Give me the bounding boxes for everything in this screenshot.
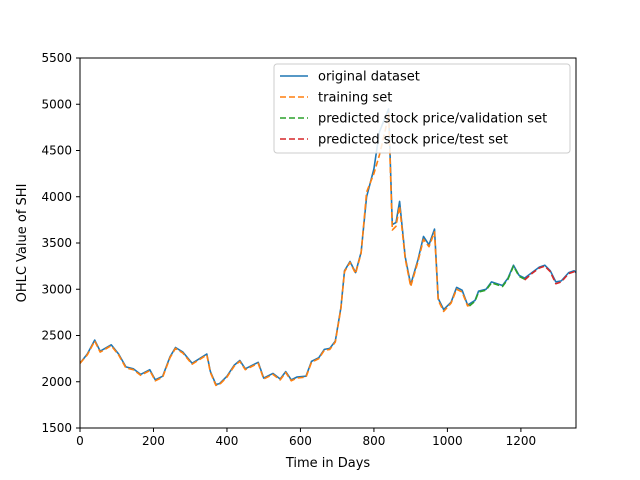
y-axis-label: OHLC Value of SHI	[15, 184, 30, 303]
y-tick-label: 5500	[41, 51, 72, 65]
x-tick-label: 800	[362, 434, 385, 448]
x-tick-label: 200	[142, 434, 165, 448]
y-tick-label: 3000	[41, 282, 72, 296]
x-tick-label: 1200	[506, 434, 537, 448]
x-axis-label: Time in Days	[285, 456, 371, 471]
legend: original dataset training set predicted st…	[273, 63, 571, 154]
y-tick-label: 4500	[41, 144, 72, 158]
legend-label: predicted stock price/test set	[318, 133, 508, 148]
y-tick-label: 2000	[41, 375, 72, 389]
x-tick-label: 1000	[432, 434, 463, 448]
legend-label: training set	[318, 91, 392, 106]
legend-label: original dataset	[318, 70, 420, 85]
x-tick-label: 0	[76, 434, 84, 448]
y-tick-label: 1500	[41, 421, 72, 435]
y-tick-label: 2500	[41, 329, 72, 343]
x-tick-label: 600	[289, 434, 312, 448]
y-tick-label: 4000	[41, 190, 72, 204]
y-tick-label: 5000	[41, 97, 72, 111]
x-axis-ticks: 0 200 400 600 800 1000 1200	[76, 428, 536, 448]
series-line-2	[80, 112, 472, 387]
x-tick-label: 400	[216, 434, 239, 448]
series-layer	[80, 108, 576, 387]
legend-box	[273, 63, 571, 154]
legend-label: predicted stock price/validation set	[318, 112, 547, 127]
y-axis-ticks: 1500 2000 2500 3000 3500 4000 4500 5000 5500	[41, 51, 80, 435]
series-line-4	[524, 265, 576, 285]
series-line-3	[468, 265, 525, 307]
y-tick-label: 3500	[41, 236, 72, 250]
